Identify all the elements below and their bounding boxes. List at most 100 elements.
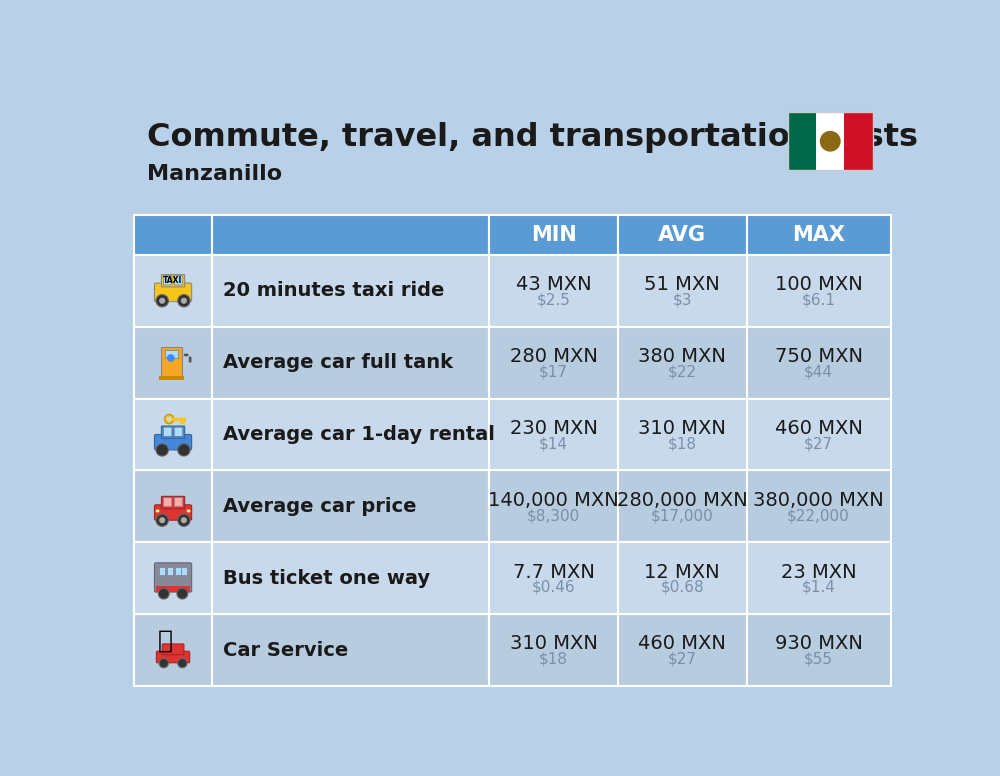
Circle shape — [178, 444, 190, 456]
Bar — [212, 399, 489, 470]
Text: $55: $55 — [804, 652, 833, 667]
Circle shape — [178, 514, 190, 526]
Text: 12 MXN: 12 MXN — [644, 563, 720, 581]
Text: 7.7 MXN: 7.7 MXN — [513, 563, 595, 581]
Text: $8,300: $8,300 — [527, 508, 580, 523]
Bar — [816, 113, 844, 170]
Text: 20 minutes taxi ride: 20 minutes taxi ride — [223, 281, 444, 300]
Circle shape — [158, 588, 169, 599]
Circle shape — [159, 517, 165, 523]
Circle shape — [165, 414, 174, 424]
Bar — [747, 327, 891, 399]
FancyBboxPatch shape — [161, 426, 185, 438]
Text: 280,000 MXN: 280,000 MXN — [617, 490, 748, 510]
Bar — [134, 614, 212, 686]
Circle shape — [156, 295, 168, 307]
Text: AVG: AVG — [658, 225, 706, 244]
Bar — [181, 567, 187, 575]
Text: 140,000 MXN: 140,000 MXN — [488, 490, 619, 510]
Bar — [212, 542, 489, 614]
Text: 310 MXN: 310 MXN — [510, 635, 598, 653]
Bar — [161, 347, 182, 376]
FancyBboxPatch shape — [154, 505, 192, 520]
Text: 460 MXN: 460 MXN — [775, 419, 863, 438]
FancyBboxPatch shape — [154, 435, 192, 450]
Circle shape — [181, 298, 187, 304]
Text: 43 MXN: 43 MXN — [516, 275, 591, 294]
Bar — [134, 327, 212, 399]
Circle shape — [177, 588, 188, 599]
Text: $17: $17 — [539, 365, 568, 379]
Circle shape — [178, 295, 190, 307]
Bar — [618, 470, 747, 542]
Bar — [618, 255, 747, 327]
Text: $3: $3 — [672, 293, 692, 307]
FancyBboxPatch shape — [156, 651, 190, 663]
Text: $2.5: $2.5 — [537, 293, 571, 307]
Text: TAXI: TAXI — [163, 276, 183, 286]
Text: 750 MXN: 750 MXN — [775, 347, 863, 366]
Circle shape — [820, 131, 841, 151]
FancyBboxPatch shape — [154, 563, 192, 592]
Bar — [134, 542, 212, 614]
Bar — [175, 567, 181, 575]
Bar — [618, 542, 747, 614]
Text: 380 MXN: 380 MXN — [638, 347, 726, 366]
Circle shape — [156, 514, 168, 526]
Bar — [489, 614, 618, 686]
Bar — [747, 255, 891, 327]
Text: 380,000 MXN: 380,000 MXN — [753, 490, 884, 510]
Text: 460 MXN: 460 MXN — [638, 635, 726, 653]
Bar — [618, 327, 747, 399]
Bar — [618, 399, 747, 470]
Text: 100 MXN: 100 MXN — [775, 275, 862, 294]
Bar — [212, 255, 489, 327]
Text: 930 MXN: 930 MXN — [775, 635, 863, 653]
Text: $0.46: $0.46 — [532, 580, 575, 595]
Text: $22,000: $22,000 — [787, 508, 850, 523]
Text: Average car price: Average car price — [223, 497, 416, 516]
Ellipse shape — [156, 509, 159, 512]
Text: Average car full tank: Average car full tank — [223, 353, 453, 372]
Circle shape — [167, 417, 172, 421]
Circle shape — [167, 354, 175, 362]
Bar — [212, 327, 489, 399]
Text: Manzanillo: Manzanillo — [147, 164, 282, 184]
FancyBboxPatch shape — [163, 497, 172, 507]
Bar — [167, 567, 173, 575]
Text: Average car 1-day rental: Average car 1-day rental — [223, 425, 495, 444]
Text: $18: $18 — [668, 436, 697, 451]
Text: $18: $18 — [539, 652, 568, 667]
Bar — [747, 215, 891, 255]
FancyBboxPatch shape — [154, 283, 192, 302]
FancyBboxPatch shape — [163, 427, 172, 436]
Text: $0.68: $0.68 — [660, 580, 704, 595]
Bar — [134, 399, 212, 470]
Circle shape — [159, 659, 168, 668]
Text: $6.1: $6.1 — [802, 293, 836, 307]
Bar — [747, 470, 891, 542]
FancyBboxPatch shape — [174, 497, 183, 507]
Text: Commute, travel, and transportation costs: Commute, travel, and transportation cost… — [147, 123, 918, 154]
Bar — [747, 399, 891, 470]
Text: MIN: MIN — [531, 225, 576, 244]
Text: $17,000: $17,000 — [651, 508, 714, 523]
Bar — [156, 586, 190, 592]
Bar — [489, 542, 618, 614]
Text: 23 MXN: 23 MXN — [781, 563, 856, 581]
Bar — [618, 215, 747, 255]
Text: MAX: MAX — [792, 225, 845, 244]
Bar — [134, 255, 212, 327]
Text: $44: $44 — [804, 365, 833, 379]
Bar — [489, 255, 618, 327]
Bar — [788, 113, 816, 170]
Bar — [159, 376, 184, 379]
Bar — [134, 470, 212, 542]
FancyBboxPatch shape — [161, 497, 185, 508]
Bar — [489, 215, 618, 255]
Bar — [788, 113, 873, 170]
Circle shape — [178, 659, 187, 668]
Text: $27: $27 — [804, 436, 833, 451]
Text: Bus ticket one way: Bus ticket one way — [223, 569, 430, 587]
Circle shape — [156, 444, 168, 456]
